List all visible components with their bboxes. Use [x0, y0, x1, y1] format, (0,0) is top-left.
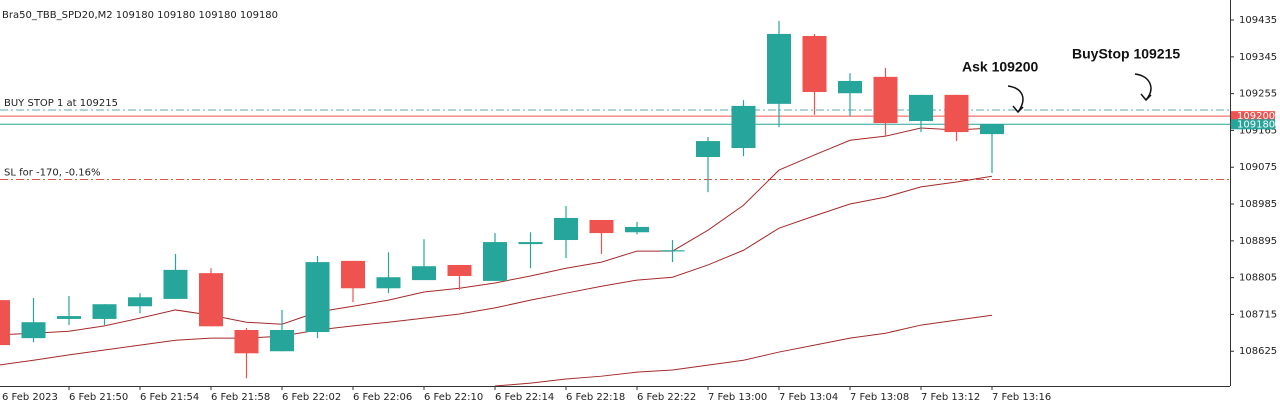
y-tick-label: 108985 [1239, 199, 1277, 210]
candle-body [270, 329, 294, 352]
candle-body [21, 322, 46, 339]
x-tick-label: 6 Feb 22:22 [637, 392, 696, 403]
x-tick-label: 7 Feb 13:08 [850, 392, 909, 403]
candle-body [518, 242, 543, 245]
level-label: SL for -170, -0.16% [4, 168, 100, 179]
arrow-head [1012, 105, 1024, 114]
candle-body [447, 264, 472, 277]
candle-body [128, 297, 152, 307]
candle-body [660, 250, 685, 252]
candle-body [92, 304, 117, 319]
chart-title: Bra50_TBB_SPD20,M2 109180 109180 109180 … [2, 10, 278, 21]
candle-body [57, 316, 81, 319]
candle-body [554, 217, 578, 241]
x-tick-label: 6 Feb 22:10 [424, 392, 483, 403]
candle-body [163, 269, 188, 299]
indicator-line [0, 175, 993, 366]
candle-body [376, 277, 401, 289]
x-tick-label: 6 Feb 21:50 [69, 392, 128, 403]
annotation: BuyStop 109215 [1072, 46, 1180, 62]
x-tick-label: 7 Feb 13:00 [708, 392, 767, 403]
candle-body [234, 329, 259, 354]
indicator-line [494, 314, 993, 386]
candle-body [0, 300, 10, 346]
x-tick-label: 7 Feb 13:16 [992, 392, 1051, 403]
candle-body [731, 105, 756, 149]
plot-area [0, 20, 1230, 386]
candle-body [483, 242, 507, 281]
y-tick-label: 109075 [1239, 162, 1277, 173]
candle-body [589, 219, 614, 234]
candle-body [980, 124, 1004, 135]
candle-body [909, 94, 933, 122]
x-tick-label: 6 Feb 21:54 [140, 392, 199, 403]
y-tick-label: 109435 [1239, 15, 1277, 26]
x-tick-label: 6 Feb 22:14 [495, 392, 554, 403]
x-tick-label: 7 Feb 13:12 [921, 392, 980, 403]
x-tick-label: 6 Feb 21:58 [211, 392, 270, 403]
x-tick-label: 6 Feb 22:18 [566, 392, 625, 403]
y-tick-label: 108805 [1239, 273, 1277, 284]
candle-body [767, 33, 791, 104]
level-label: BUY STOP 1 at 109215 [4, 98, 118, 109]
arrow-head [1140, 93, 1152, 102]
x-tick-label: 6 Feb 22:06 [353, 392, 412, 403]
y-tick-label: 108625 [1239, 346, 1277, 357]
candle-body [873, 76, 898, 124]
candle-body [341, 260, 365, 289]
candle-body [696, 141, 720, 158]
x-tick-label: 7 Feb 13:04 [779, 392, 838, 403]
candle-body [944, 94, 969, 133]
candle-body [838, 80, 862, 94]
candle-body [305, 262, 330, 333]
y-tick-label: 109345 [1239, 52, 1277, 63]
annotation: Ask 109200 [962, 59, 1039, 75]
candle-body [802, 35, 827, 93]
price-tag-label: 109200 [1237, 111, 1275, 122]
price-tag-label: 109180 [1237, 119, 1275, 130]
x-tick-label: 6 Feb 2023 [2, 392, 58, 403]
arrow [1007, 85, 1024, 113]
candle-body [412, 266, 436, 281]
y-tick-label: 108715 [1239, 309, 1277, 320]
price-tag [1231, 111, 1275, 122]
candle-body [625, 226, 649, 233]
y-tick-label: 109165 [1239, 125, 1277, 136]
y-tick-label: 109255 [1239, 89, 1277, 100]
indicator-line [0, 127, 993, 336]
x-tick-label: 6 Feb 22:02 [282, 392, 341, 403]
candle-body [199, 273, 223, 327]
y-tick-label: 108895 [1239, 236, 1277, 247]
price-tag [1231, 119, 1275, 130]
